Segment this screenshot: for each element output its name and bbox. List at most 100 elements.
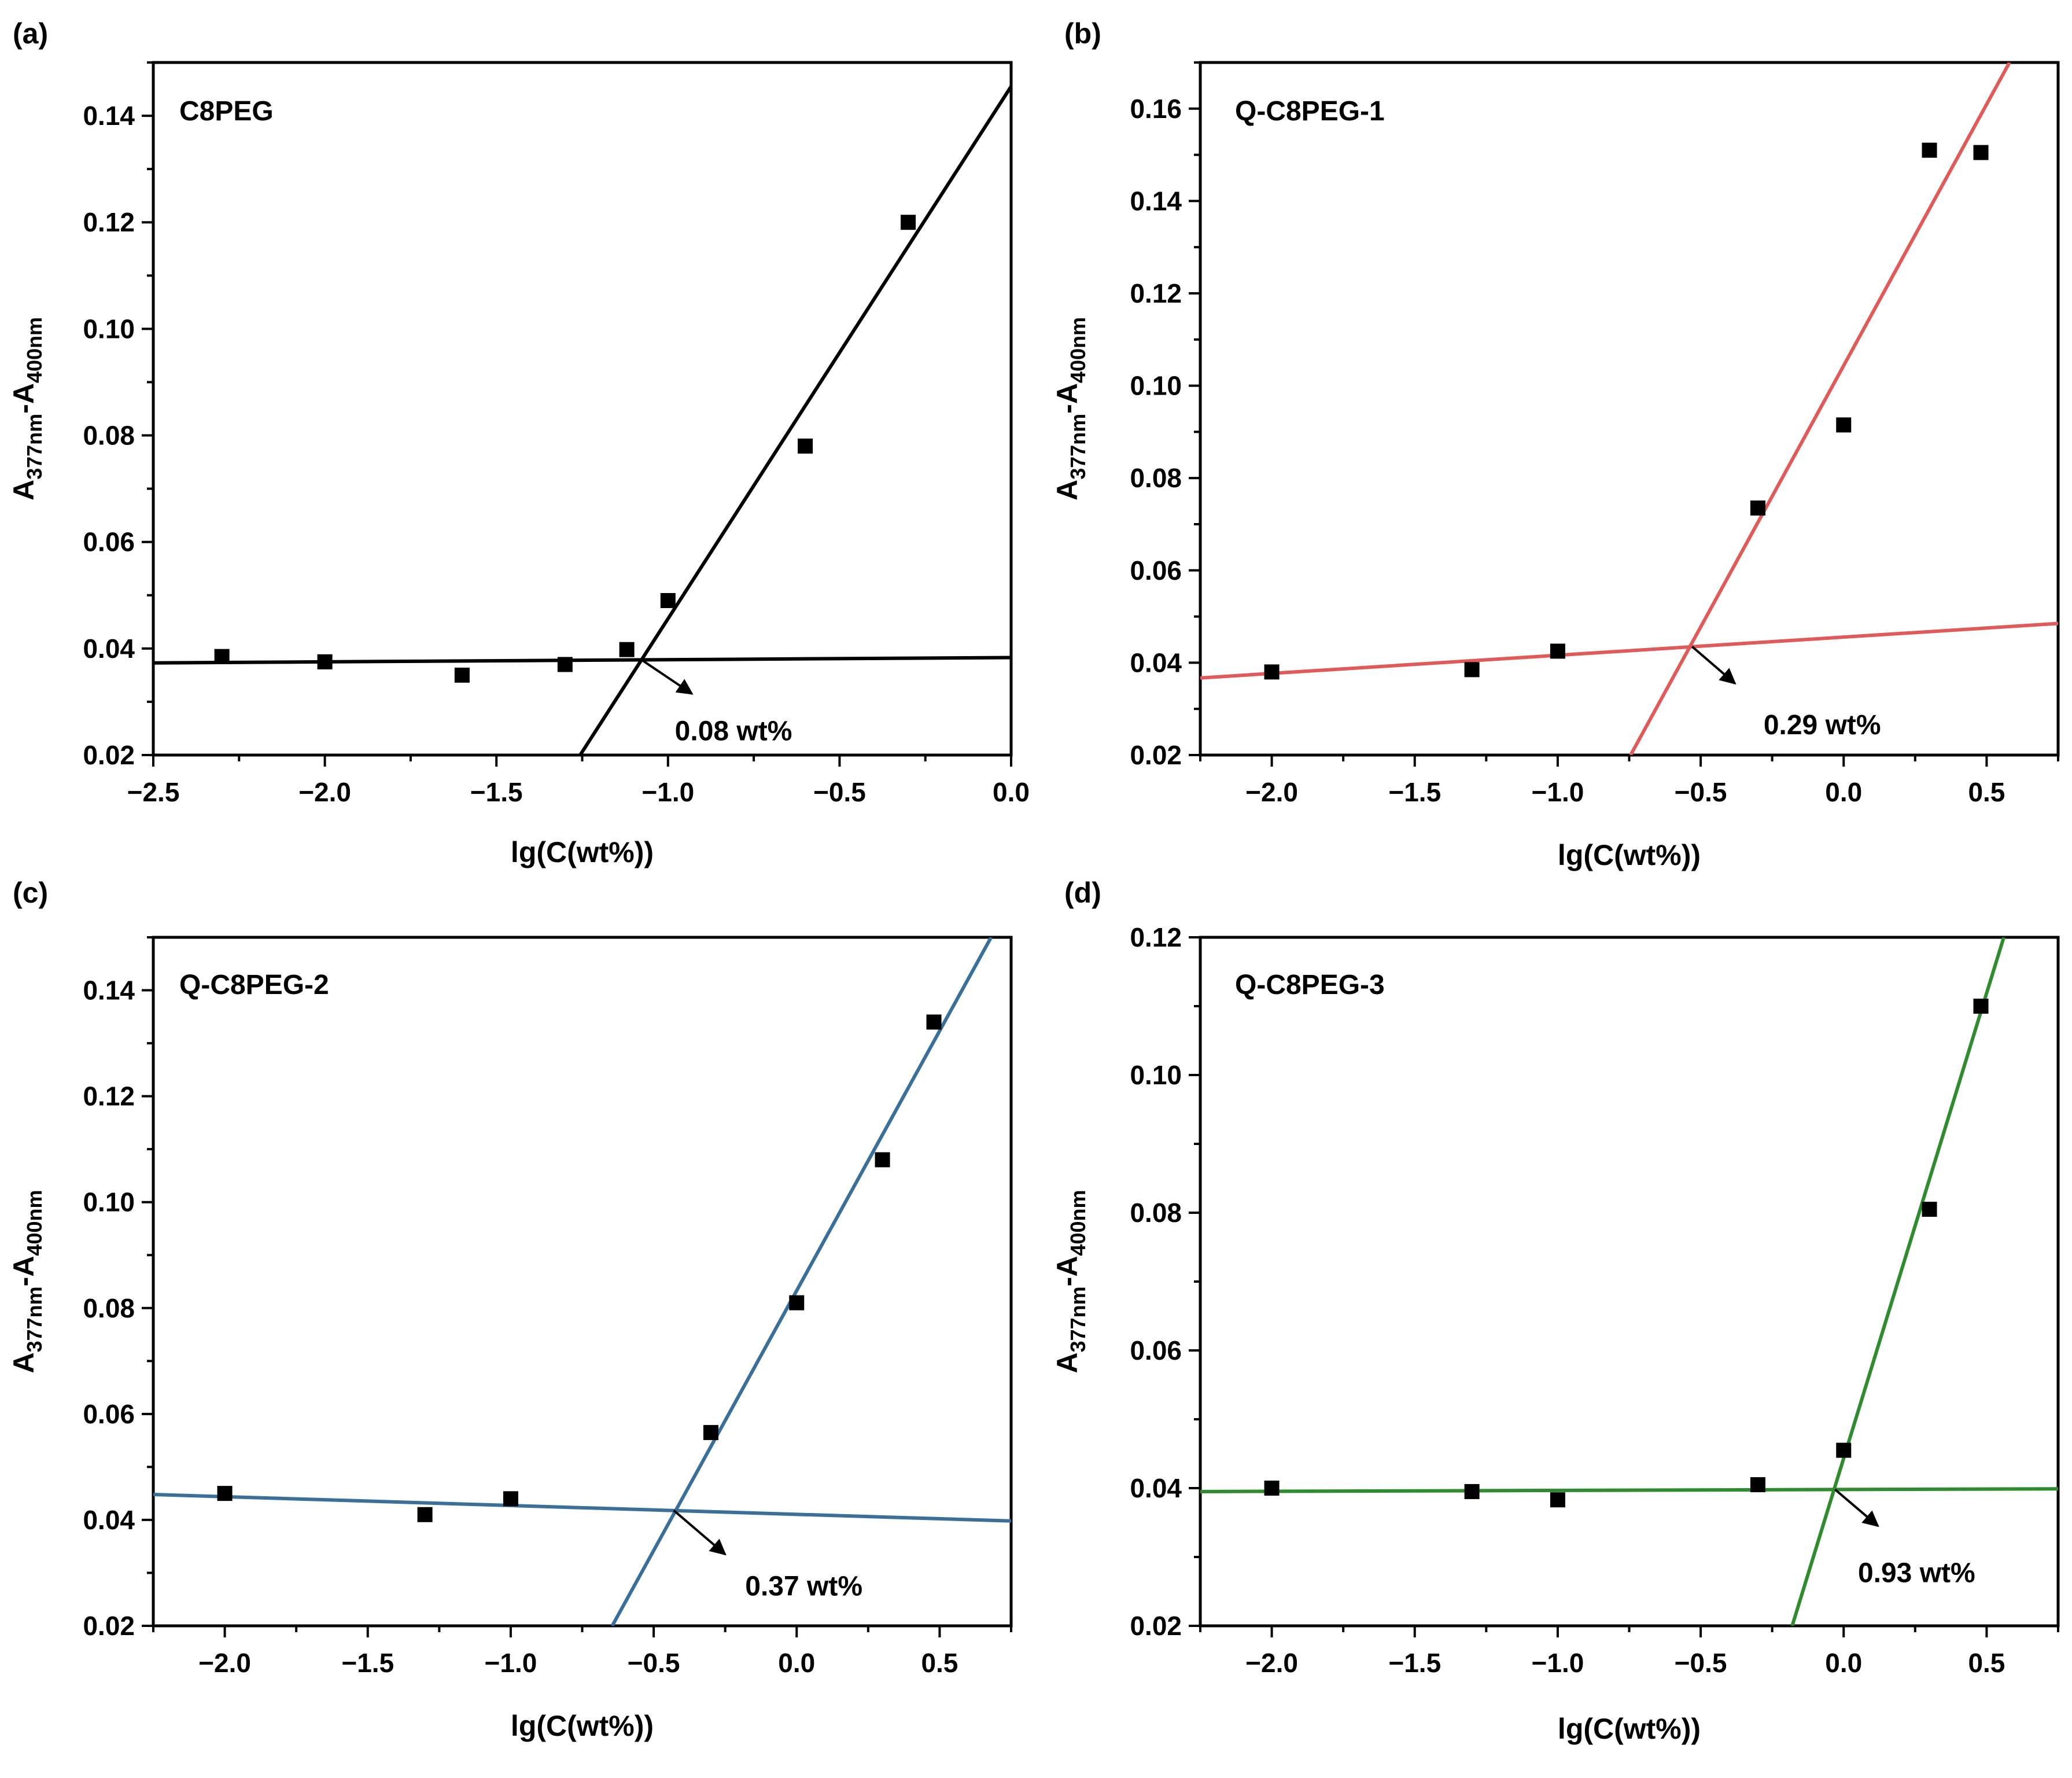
x-tick-label: −0.5 bbox=[813, 777, 866, 807]
fit-line bbox=[1790, 937, 2005, 1626]
annotation-arrow bbox=[1834, 1488, 1879, 1527]
y-tick-label: 0.02 bbox=[83, 740, 135, 770]
y-tick-label: 0.06 bbox=[1130, 1335, 1182, 1365]
y-axis-text: A bbox=[1051, 480, 1083, 500]
data-point bbox=[1550, 1492, 1565, 1508]
y-tick-label: 0.12 bbox=[83, 1081, 135, 1111]
fit-line bbox=[610, 937, 993, 1626]
panel-1: (a) −2.5 −2.0 −1.5 −1.0 −0.5 0.0 0.02 0.04 0.06 0.… bbox=[8, 17, 1030, 868]
y-axis-text: A bbox=[1051, 1352, 1083, 1373]
x-tick-label: −1.0 bbox=[641, 777, 694, 807]
y-axis-subscript: 400nm bbox=[1066, 1190, 1090, 1256]
y-axis-text: -A bbox=[8, 1256, 40, 1287]
y-axis-subscript: 400nm bbox=[23, 1190, 46, 1256]
y-axis-subscript: 400nm bbox=[23, 317, 46, 383]
series-title: C8PEG bbox=[179, 96, 274, 127]
y-tick-label: 0.10 bbox=[1130, 371, 1182, 401]
x-axis-title: lg(C(wt%)) bbox=[1558, 839, 1701, 871]
x-tick-label: −2.0 bbox=[198, 1648, 251, 1678]
y-tick-label: 0.12 bbox=[1130, 922, 1182, 952]
y-axis-text: -A bbox=[8, 383, 40, 414]
x-tick-label: 0.0 bbox=[1825, 777, 1862, 807]
x-tick-label: −2.0 bbox=[1245, 777, 1298, 807]
y-axis-title: A377nm-A400nm bbox=[1051, 1190, 1090, 1373]
x-tick-label: 0.0 bbox=[778, 1648, 815, 1678]
panel-4: (d) −2.0 −1.5 −1.0 −0.5 0.0 0.5 0.02 0.04 0.06 0.0… bbox=[1051, 877, 2060, 1745]
data-point bbox=[503, 1491, 518, 1507]
x-tick-label: −0.5 bbox=[628, 1648, 680, 1678]
fit-line bbox=[153, 656, 1011, 665]
series-title: Q-C8PEG-2 bbox=[179, 970, 329, 1000]
x-tick-label: −1.0 bbox=[1532, 1648, 1584, 1678]
panels: (a) −2.5 −2.0 −1.5 −1.0 −0.5 0.0 0.02 0.04 0.06 0.… bbox=[8, 17, 2060, 1745]
y-tick-label: 0.08 bbox=[83, 421, 135, 451]
data-point bbox=[454, 667, 470, 683]
x-tick-label: −1.5 bbox=[1388, 1648, 1441, 1678]
fit-lines bbox=[1200, 937, 2058, 1626]
y-tick-label: 0.08 bbox=[1130, 1198, 1182, 1228]
panel-3: (c) −2.0 −1.5 −1.0 −0.5 0.0 0.5 0.02 0.04 0.06 0.0… bbox=[8, 877, 1013, 1742]
data-point bbox=[1750, 1477, 1765, 1493]
x-tick-label: 0.5 bbox=[921, 1648, 958, 1678]
fit-line bbox=[1629, 62, 2011, 755]
y-tick-label: 0.06 bbox=[1130, 555, 1182, 586]
y-tick-label: 0.04 bbox=[83, 634, 135, 664]
fit-lines bbox=[1200, 62, 2058, 755]
y-tick-label: 0.04 bbox=[1130, 1473, 1182, 1503]
data-point bbox=[1550, 643, 1565, 659]
y-axis-subscript: 377nm bbox=[1066, 1286, 1090, 1352]
fit-lines bbox=[153, 937, 1011, 1626]
x-tick-label: −1.0 bbox=[1532, 777, 1584, 807]
fit-line bbox=[1200, 1487, 2058, 1493]
y-tick-label: 0.02 bbox=[83, 1611, 135, 1641]
y-axis-subscript: 377nm bbox=[1066, 414, 1090, 480]
series-title: Q-C8PEG-3 bbox=[1235, 970, 1385, 1000]
plot-frame bbox=[152, 936, 1013, 1628]
x-tick-label: −1.0 bbox=[485, 1648, 537, 1678]
data-point bbox=[417, 1507, 433, 1522]
x-tick-label: −0.5 bbox=[1675, 1648, 1727, 1678]
data-point bbox=[1836, 417, 1852, 433]
data-point bbox=[1264, 664, 1280, 680]
annotation-label: 0.29 wt% bbox=[1764, 710, 1881, 741]
data-point bbox=[1922, 142, 1937, 158]
data-point bbox=[875, 1152, 890, 1168]
panel-label: (d) bbox=[1064, 877, 1101, 909]
y-tick-label: 0.14 bbox=[83, 975, 135, 1006]
data-point bbox=[619, 642, 635, 657]
y-tick-label: 0.02 bbox=[1130, 740, 1182, 770]
y-axis-text: A bbox=[8, 480, 40, 500]
x-tick-label: 0.0 bbox=[1825, 1648, 1862, 1678]
x-tick-label: −2.0 bbox=[1245, 1648, 1298, 1678]
data-point bbox=[1836, 1442, 1852, 1458]
data-point bbox=[926, 1014, 942, 1030]
data-point bbox=[217, 1486, 233, 1501]
y-tick-label: 0.12 bbox=[1130, 278, 1182, 308]
y-tick-label: 0.06 bbox=[83, 1399, 135, 1429]
y-tick-label: 0.08 bbox=[83, 1293, 135, 1323]
data-point bbox=[901, 215, 916, 230]
y-axis-text: -A bbox=[1051, 1256, 1083, 1287]
x-tick-label: 0.0 bbox=[993, 777, 1030, 807]
panel-label: (c) bbox=[13, 877, 48, 909]
x-tick-label: −1.5 bbox=[470, 777, 523, 807]
y-axis-subscript: 377nm bbox=[23, 1286, 46, 1352]
panel-label: (a) bbox=[13, 17, 48, 50]
y-tick-label: 0.10 bbox=[83, 314, 135, 344]
annotation-label: 0.08 wt% bbox=[675, 716, 792, 747]
fit-line bbox=[153, 1492, 1011, 1523]
data-point bbox=[703, 1424, 718, 1440]
x-axis-title: lg(C(wt%)) bbox=[1558, 1713, 1701, 1745]
data-point bbox=[557, 657, 573, 672]
data-point bbox=[317, 654, 333, 669]
data-point bbox=[1922, 1202, 1937, 1217]
y-axis-subscript: 400nm bbox=[1066, 317, 1090, 383]
data-point bbox=[1264, 1481, 1280, 1496]
y-tick-label: 0.04 bbox=[1130, 647, 1182, 678]
panel-label: (b) bbox=[1064, 17, 1101, 50]
data-point bbox=[660, 592, 676, 608]
annotation-label: 0.93 wt% bbox=[1858, 1558, 1975, 1588]
x-axis-title: lg(C(wt%)) bbox=[511, 836, 654, 868]
y-axis-text: A bbox=[8, 1352, 40, 1373]
